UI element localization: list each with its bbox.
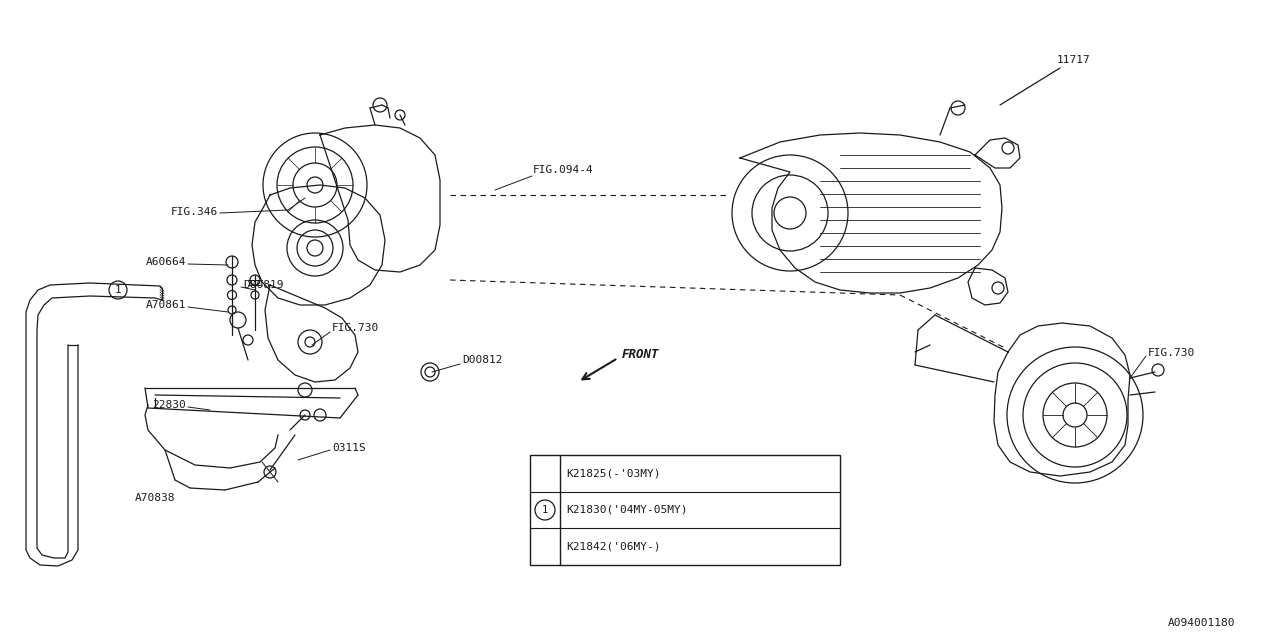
Text: FIG.730: FIG.730 <box>332 323 379 333</box>
Text: A70861: A70861 <box>146 300 186 310</box>
Text: FIG.346: FIG.346 <box>170 207 218 217</box>
Text: 22830: 22830 <box>152 400 186 410</box>
Text: FIG.730: FIG.730 <box>1148 348 1196 358</box>
Bar <box>530 455 840 565</box>
Text: D00812: D00812 <box>462 355 503 365</box>
Text: K21842('06MY-): K21842('06MY-) <box>566 541 660 552</box>
Text: A70838: A70838 <box>134 493 175 503</box>
Text: 0311S: 0311S <box>332 443 366 453</box>
Text: D00819: D00819 <box>243 280 283 290</box>
Text: 1: 1 <box>115 285 122 295</box>
Text: K21830('04MY-05MY): K21830('04MY-05MY) <box>566 505 687 515</box>
Text: A60664: A60664 <box>146 257 186 267</box>
Text: A094001180: A094001180 <box>1167 618 1235 628</box>
Text: 1: 1 <box>541 505 548 515</box>
Text: FRONT: FRONT <box>622 348 659 360</box>
Text: 11717: 11717 <box>1057 55 1091 65</box>
Text: K21825(-'03MY): K21825(-'03MY) <box>566 468 660 478</box>
Text: FIG.094-4: FIG.094-4 <box>532 165 594 175</box>
